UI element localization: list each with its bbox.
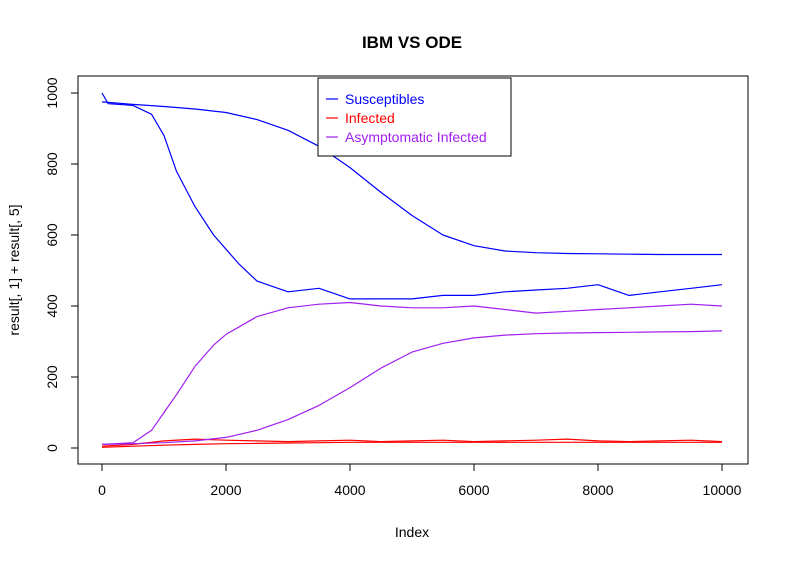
y-axis-label: result[, 1] + result[, 5] — [6, 204, 22, 335]
y-tick-label: 800 — [44, 152, 60, 176]
chart-title: IBM VS ODE — [362, 33, 462, 52]
x-tick-label: 10000 — [703, 482, 742, 498]
series-line-4 — [101, 301, 723, 445]
y-tick-label: 200 — [44, 365, 60, 389]
x-tick-label: 4000 — [334, 482, 365, 498]
series-line-1 — [101, 101, 722, 256]
y-tick-label: 0 — [44, 444, 60, 452]
series-line-5 — [101, 330, 723, 445]
x-axis-label: Index — [395, 524, 429, 540]
y-tick-label: 1000 — [44, 77, 60, 108]
legend-box — [317, 77, 512, 157]
x-tick-label: 2000 — [210, 482, 241, 498]
x-tick-label: 6000 — [458, 482, 489, 498]
y-axis: 0 200 400 600 800 1000 — [44, 77, 79, 452]
series-layer — [101, 92, 723, 448]
legend-label: Susceptibles — [345, 91, 424, 107]
legend: Susceptibles Infected Asymptomatic Infecte… — [317, 77, 512, 157]
series-line-3 — [101, 441, 722, 448]
legend-label: Infected — [345, 110, 395, 126]
x-axis: 0 2000 4000 6000 8000 10000 — [98, 463, 742, 498]
x-tick-label: 0 — [98, 482, 106, 498]
y-tick-label: 600 — [44, 223, 60, 247]
legend-label: Asymptomatic Infected — [345, 129, 487, 145]
series-line-0 — [101, 92, 723, 300]
x-tick-label: 8000 — [582, 482, 613, 498]
y-tick-label: 400 — [44, 294, 60, 318]
